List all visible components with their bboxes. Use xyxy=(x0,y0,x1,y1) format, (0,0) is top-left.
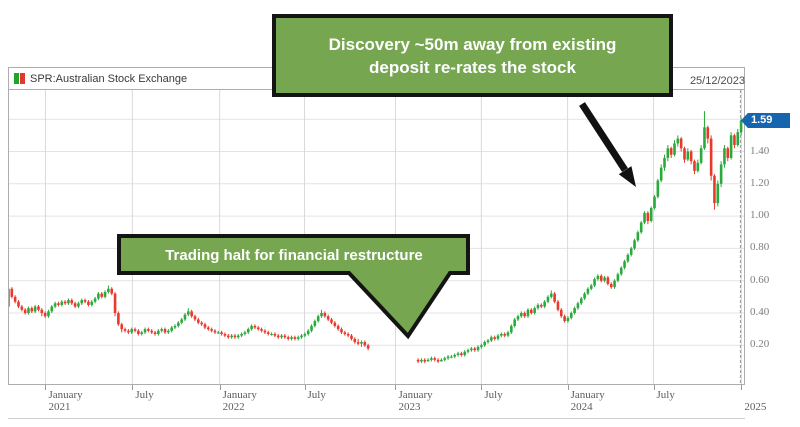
x-axis-tick xyxy=(741,385,743,390)
x-axis-label: January xyxy=(570,389,605,401)
x-axis-label: 2021 xyxy=(48,401,71,413)
discovery-line-2: deposit re-rates the stock xyxy=(369,57,576,77)
x-axis-tick xyxy=(395,385,397,390)
x-axis-label: 2025 xyxy=(744,401,767,413)
y-axis-label: 0.80 xyxy=(750,241,770,254)
last-price-tag: 1.59 xyxy=(741,113,790,128)
x-axis-tick xyxy=(481,385,483,390)
trading-halt-label: Trading halt for financial restructure xyxy=(165,246,423,264)
x-axis-label: July xyxy=(656,389,675,401)
discovery-line-1: Discovery ~50m away from existing xyxy=(328,34,617,54)
price-tag-value: 1.59 xyxy=(751,114,773,126)
y-axis-label: 0.40 xyxy=(750,306,770,318)
y-axis-label: 1.40 xyxy=(750,144,770,157)
cursor-date-label: 25/12/2023 xyxy=(689,75,745,87)
y-axis-label: 0.60 xyxy=(750,273,770,286)
x-axis-label: July xyxy=(484,389,503,401)
x-axis-tick xyxy=(653,385,655,390)
x-axis-tick xyxy=(132,385,134,390)
discovery-callout: Discovery ~50m away from existing deposi… xyxy=(272,14,673,97)
chart-title: SPR:Australian Stock Exchange xyxy=(30,72,188,85)
x-axis-label: 2022 xyxy=(222,401,245,413)
x-axis-label: January xyxy=(48,389,83,401)
x-axis-tick xyxy=(304,385,306,390)
x-axis-label: July xyxy=(307,389,326,401)
x-axis-tick xyxy=(567,385,569,390)
x-axis-label: 2023 xyxy=(398,401,421,413)
x-axis-tick xyxy=(219,385,221,390)
x-axis-tick xyxy=(45,385,47,390)
x-axis-label: 2024 xyxy=(570,401,593,413)
y-axis-label: 1.20 xyxy=(750,176,770,189)
x-axis-label: January xyxy=(398,389,433,401)
panel-bottom-edge xyxy=(8,418,745,419)
candlestick-plot xyxy=(9,90,744,384)
candlestick-logo-icon xyxy=(14,73,25,84)
y-axis-label: 0.20 xyxy=(750,338,770,351)
y-axis-label: 1.00 xyxy=(750,209,770,222)
x-axis-label: January xyxy=(222,389,257,401)
plot-area[interactable] xyxy=(9,90,744,384)
x-axis-label: July xyxy=(135,389,154,401)
